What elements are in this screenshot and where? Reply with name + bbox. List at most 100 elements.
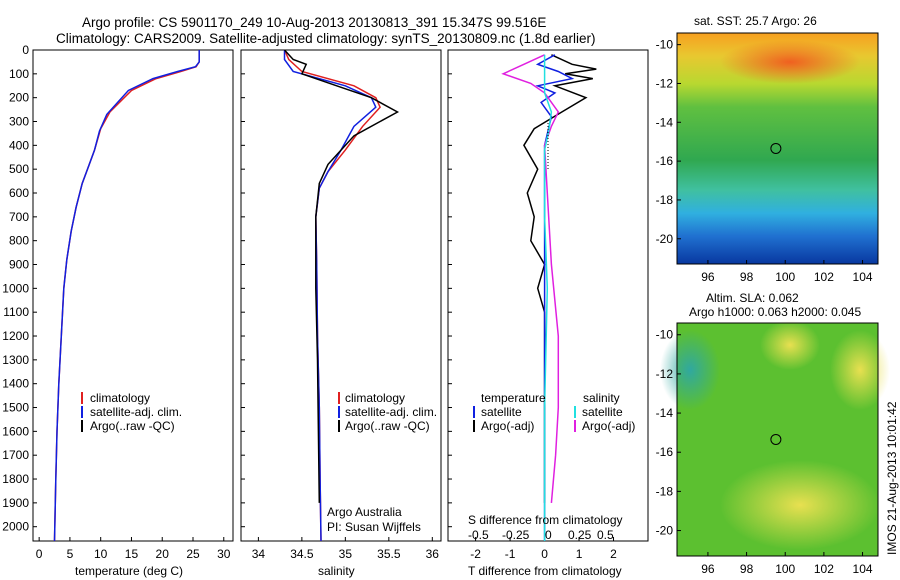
legend-label-sal-satellite: satellite xyxy=(582,405,623,419)
salinity-xlabel: salinity xyxy=(318,564,355,578)
map-x-tick-label: 102 xyxy=(814,270,834,284)
depth-tick-label: 300 xyxy=(9,115,29,129)
depth-tick-label: 1800 xyxy=(2,472,29,486)
temperature-xlabel: temperature (deg C) xyxy=(75,564,183,578)
argo-float-marker xyxy=(770,433,782,445)
legend-label-satellite: satellite-adj. clim. xyxy=(90,405,182,419)
imos-timestamp: IMOS 21-Aug-2013 10:01:42 xyxy=(885,401,899,555)
sst-map-panel: sat. SST: 25.7 Argo: 26 96 98 100 102 104 -10… xyxy=(656,14,879,284)
temperature-satellite-line xyxy=(53,50,200,542)
x-tick-label: 0 xyxy=(36,547,43,561)
depth-tick-label: 800 xyxy=(9,234,29,248)
title-line-1: Argo profile: CS 5901170_249 10-Aug-2013… xyxy=(82,15,546,30)
x-tick-label: 35 xyxy=(339,547,353,561)
depth-tick-label: 700 xyxy=(9,210,29,224)
sal-diff-satellite-line xyxy=(543,54,553,541)
salinity-plot-area xyxy=(240,49,442,542)
salinity-panel: 34 34.5 35 35.5 36 salinity climatology sate… xyxy=(240,49,442,578)
map-x-tick-label: 100 xyxy=(775,270,795,284)
map-x-tick-label: 98 xyxy=(740,270,754,284)
map-x-tick-label: 102 xyxy=(814,562,834,576)
salinity-legend: climatology satellite-adj. clim. Argo(..… xyxy=(338,391,437,433)
sla-map-frame xyxy=(676,322,879,557)
legend-label-climatology: climatology xyxy=(90,391,150,405)
map-x-tick-label: 96 xyxy=(701,270,715,284)
x-tick-label: 2 xyxy=(610,547,617,561)
depth-tick-label: 1600 xyxy=(2,424,29,438)
x-tick-label: 15 xyxy=(125,547,139,561)
depth-tick-label: 1200 xyxy=(2,329,29,343)
x-tick-label: 5 xyxy=(67,547,74,561)
sst-map-title: sat. SST: 25.7 Argo: 26 xyxy=(694,14,817,28)
temperature-plot-area xyxy=(32,49,234,542)
depth-tick-label: 2000 xyxy=(2,520,29,534)
map-y-tick-label: -12 xyxy=(656,76,674,90)
x-tick-label: 34 xyxy=(252,547,266,561)
difference-series xyxy=(501,54,597,541)
legend-label-argo: Argo(..raw -QC) xyxy=(345,419,430,433)
map-y-tick-label: -16 xyxy=(656,154,674,168)
depth-tick-label: 1300 xyxy=(2,353,29,367)
salinity-note-pi: PI: Susan Wijffels xyxy=(327,520,421,534)
x-tick-label: 10 xyxy=(94,547,108,561)
sst-warm-patch xyxy=(720,40,860,84)
map-x-tick-label: 104 xyxy=(853,270,873,284)
x-tick-label: 30 xyxy=(217,547,231,561)
depth-tick-label: 400 xyxy=(9,138,29,152)
legend-label-temp-argo: Argo(-adj) xyxy=(481,419,534,433)
depth-tick-label: 0 xyxy=(22,43,29,57)
temp-diff-argo-line xyxy=(523,54,597,503)
salinity-y-ticks xyxy=(241,49,245,528)
map-x-tick-label: 104 xyxy=(853,562,873,576)
sla-map-panel: Altim. SLA: 0.062 Argo h1000: 0.063 h200… xyxy=(656,291,890,576)
t-difference-label: T difference from climatology xyxy=(468,564,622,578)
s-difference-label: S difference from climatology xyxy=(468,513,623,527)
depth-tick-label: 1400 xyxy=(2,377,29,391)
sst-map-axes: 96 98 100 102 104 -10 -12 -14 -16 -18 -20 xyxy=(656,38,873,284)
x-tick-label: 20 xyxy=(156,547,170,561)
temperature-panel: 0100200300400500600700800900100011001200… xyxy=(2,43,234,578)
map-y-tick-label: -10 xyxy=(656,328,674,342)
depth-tick-label: 100 xyxy=(9,67,29,81)
legend-label-sal-argo: Argo(-adj) xyxy=(582,419,635,433)
legend-label-satellite: satellite-adj. clim. xyxy=(345,405,437,419)
map-y-tick-label: -18 xyxy=(656,193,674,207)
sla-map-axes: 96 98 100 102 104 -10 -12 -14 -16 -18 -20 xyxy=(656,328,873,576)
map-y-tick-label: -16 xyxy=(656,445,674,459)
salinity-series xyxy=(283,49,400,542)
depth-tick-label: 1000 xyxy=(2,281,29,295)
sla-high-patch xyxy=(760,320,820,370)
map-y-tick-label: -20 xyxy=(656,524,674,538)
legend-label-argo: Argo(..raw -QC) xyxy=(90,419,175,433)
sla-map-title-1: Altim. SLA: 0.062 xyxy=(706,291,799,305)
s-tick-label: 0.25 xyxy=(568,528,592,542)
depth-tick-label: 1100 xyxy=(3,305,29,319)
s-tick-label: 0.5 xyxy=(597,528,614,542)
depth-tick-label: 1700 xyxy=(2,448,29,462)
temperature-x-axis: 0 5 10 15 20 25 30 xyxy=(36,537,231,561)
sla-high-patch xyxy=(720,460,880,550)
title-line-2: Climatology: CARS2009. Satellite-adjuste… xyxy=(56,31,596,46)
map-y-tick-label: -14 xyxy=(656,406,674,420)
s-tick-label: -0.5 xyxy=(468,528,489,542)
map-y-tick-label: -20 xyxy=(656,232,674,246)
s-tick-label: -0.25 xyxy=(502,528,530,542)
x-tick-label: 0 xyxy=(541,547,548,561)
map-x-tick-label: 100 xyxy=(775,562,795,576)
map-y-tick-label: -14 xyxy=(656,115,674,129)
temperature-legend: climatology satellite-adj. clim. Argo(..… xyxy=(81,391,182,433)
legend-title-temperature: temperature xyxy=(481,391,546,405)
map-y-tick-label: -12 xyxy=(656,367,674,381)
x-tick-label: 34.5 xyxy=(290,547,314,561)
salinity-x-axis: 34 34.5 35 35.5 36 xyxy=(252,537,439,561)
s-tick-label: 0 xyxy=(545,528,552,542)
depth-axis: 0 100 200 300 400 500 600 700 800 900 1000 1100 1200… xyxy=(2,43,37,534)
map-y-tick-label: -10 xyxy=(656,38,674,52)
sla-low-patch xyxy=(660,330,720,410)
map-x-tick-label: 96 xyxy=(701,562,715,576)
legend-title-salinity: salinity xyxy=(583,391,620,405)
salinity-satellite-line xyxy=(283,50,377,542)
x-tick-label: -2 xyxy=(470,547,481,561)
depth-tick-label: 200 xyxy=(9,91,29,105)
temperature-series xyxy=(53,50,200,542)
